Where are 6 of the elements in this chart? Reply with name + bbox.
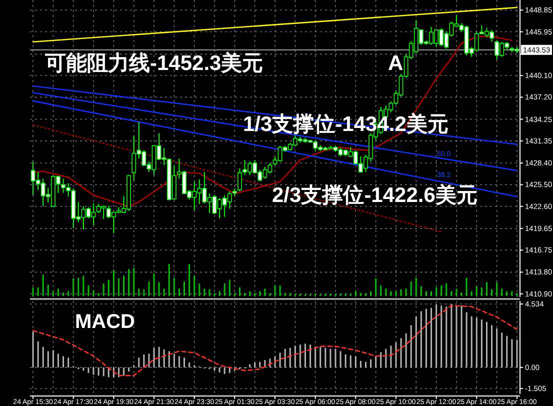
candlestick [238, 168, 242, 192]
line-series [32, 304, 518, 376]
annotation: 2/3支撑位-1422.6美元 [272, 183, 478, 207]
annotation: 可能阻力线-1452.3美元 [44, 51, 264, 75]
annotation: A [388, 52, 404, 75]
text: MACD [75, 311, 135, 333]
